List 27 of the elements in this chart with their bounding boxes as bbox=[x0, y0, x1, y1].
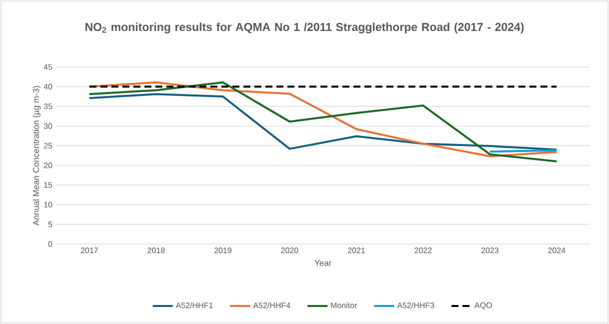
x-tick-label: 2018 bbox=[148, 248, 165, 254]
legend-label: Monitor bbox=[331, 302, 357, 308]
x-tick-label: 2021 bbox=[348, 248, 365, 254]
y-tick-label: 20 bbox=[44, 162, 52, 168]
x-tick-label: 2017 bbox=[80, 248, 98, 254]
y-tick-label: 40 bbox=[44, 84, 52, 90]
x-tick-label: 2022 bbox=[414, 248, 432, 254]
y-tick-label: 35 bbox=[44, 104, 52, 110]
legend-label: A52/HHF4 bbox=[253, 302, 290, 308]
x-axis-title: Year bbox=[314, 260, 332, 266]
y-tick-label: 30 bbox=[44, 123, 52, 129]
y-tick-label: 45 bbox=[44, 64, 52, 70]
x-tick-label: 2020 bbox=[281, 248, 298, 254]
chart-title: NO$_{2}$ monitoring results for AQMA No 1 /2011 Stragglethorpe Road (2017 - 2024) bbox=[86, 22, 524, 34]
line-series bbox=[88, 93, 558, 151]
y-tick-label: 5 bbox=[48, 222, 52, 228]
y-axis-title: Annual Mean Concentration (µg m-3) bbox=[32, 86, 41, 226]
legend-label: AQO bbox=[474, 302, 492, 310]
y-tick-label: 0 bbox=[48, 241, 52, 247]
y-tick-label: 15 bbox=[44, 182, 52, 188]
y-tick-label: 10 bbox=[44, 202, 52, 208]
y-tick-label: 25 bbox=[44, 142, 52, 148]
x-tick-label: 2023 bbox=[481, 248, 498, 254]
legend-label: A52/HHF1 bbox=[176, 302, 213, 308]
x-tick-label: 2024 bbox=[548, 248, 566, 254]
x-tick-label: 2019 bbox=[214, 248, 232, 254]
legend-label: A52/HHF3 bbox=[397, 302, 434, 308]
